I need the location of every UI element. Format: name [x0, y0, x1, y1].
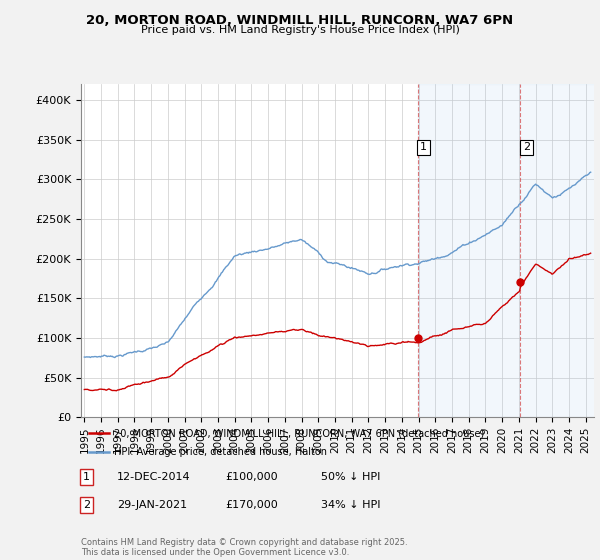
- Text: 12-DEC-2014: 12-DEC-2014: [117, 472, 191, 482]
- Text: £170,000: £170,000: [225, 500, 278, 510]
- Text: Contains HM Land Registry data © Crown copyright and database right 2025.
This d: Contains HM Land Registry data © Crown c…: [81, 538, 407, 557]
- Text: 1: 1: [420, 142, 427, 152]
- Text: HPI: Average price, detached house, Halton: HPI: Average price, detached house, Halt…: [115, 447, 328, 458]
- Text: 34% ↓ HPI: 34% ↓ HPI: [321, 500, 380, 510]
- Text: 20, MORTON ROAD, WINDMILL HILL, RUNCORN, WA7 6PN (detached house): 20, MORTON ROAD, WINDMILL HILL, RUNCORN,…: [115, 428, 485, 438]
- Text: 20, MORTON ROAD, WINDMILL HILL, RUNCORN, WA7 6PN: 20, MORTON ROAD, WINDMILL HILL, RUNCORN,…: [86, 14, 514, 27]
- Text: 29-JAN-2021: 29-JAN-2021: [117, 500, 187, 510]
- Text: 2: 2: [83, 500, 90, 510]
- Text: £100,000: £100,000: [225, 472, 278, 482]
- Bar: [418, 84, 596, 417]
- Text: 50% ↓ HPI: 50% ↓ HPI: [321, 472, 380, 482]
- Text: 1: 1: [83, 472, 90, 482]
- Text: Price paid vs. HM Land Registry's House Price Index (HPI): Price paid vs. HM Land Registry's House …: [140, 25, 460, 35]
- Text: 2: 2: [523, 142, 530, 152]
